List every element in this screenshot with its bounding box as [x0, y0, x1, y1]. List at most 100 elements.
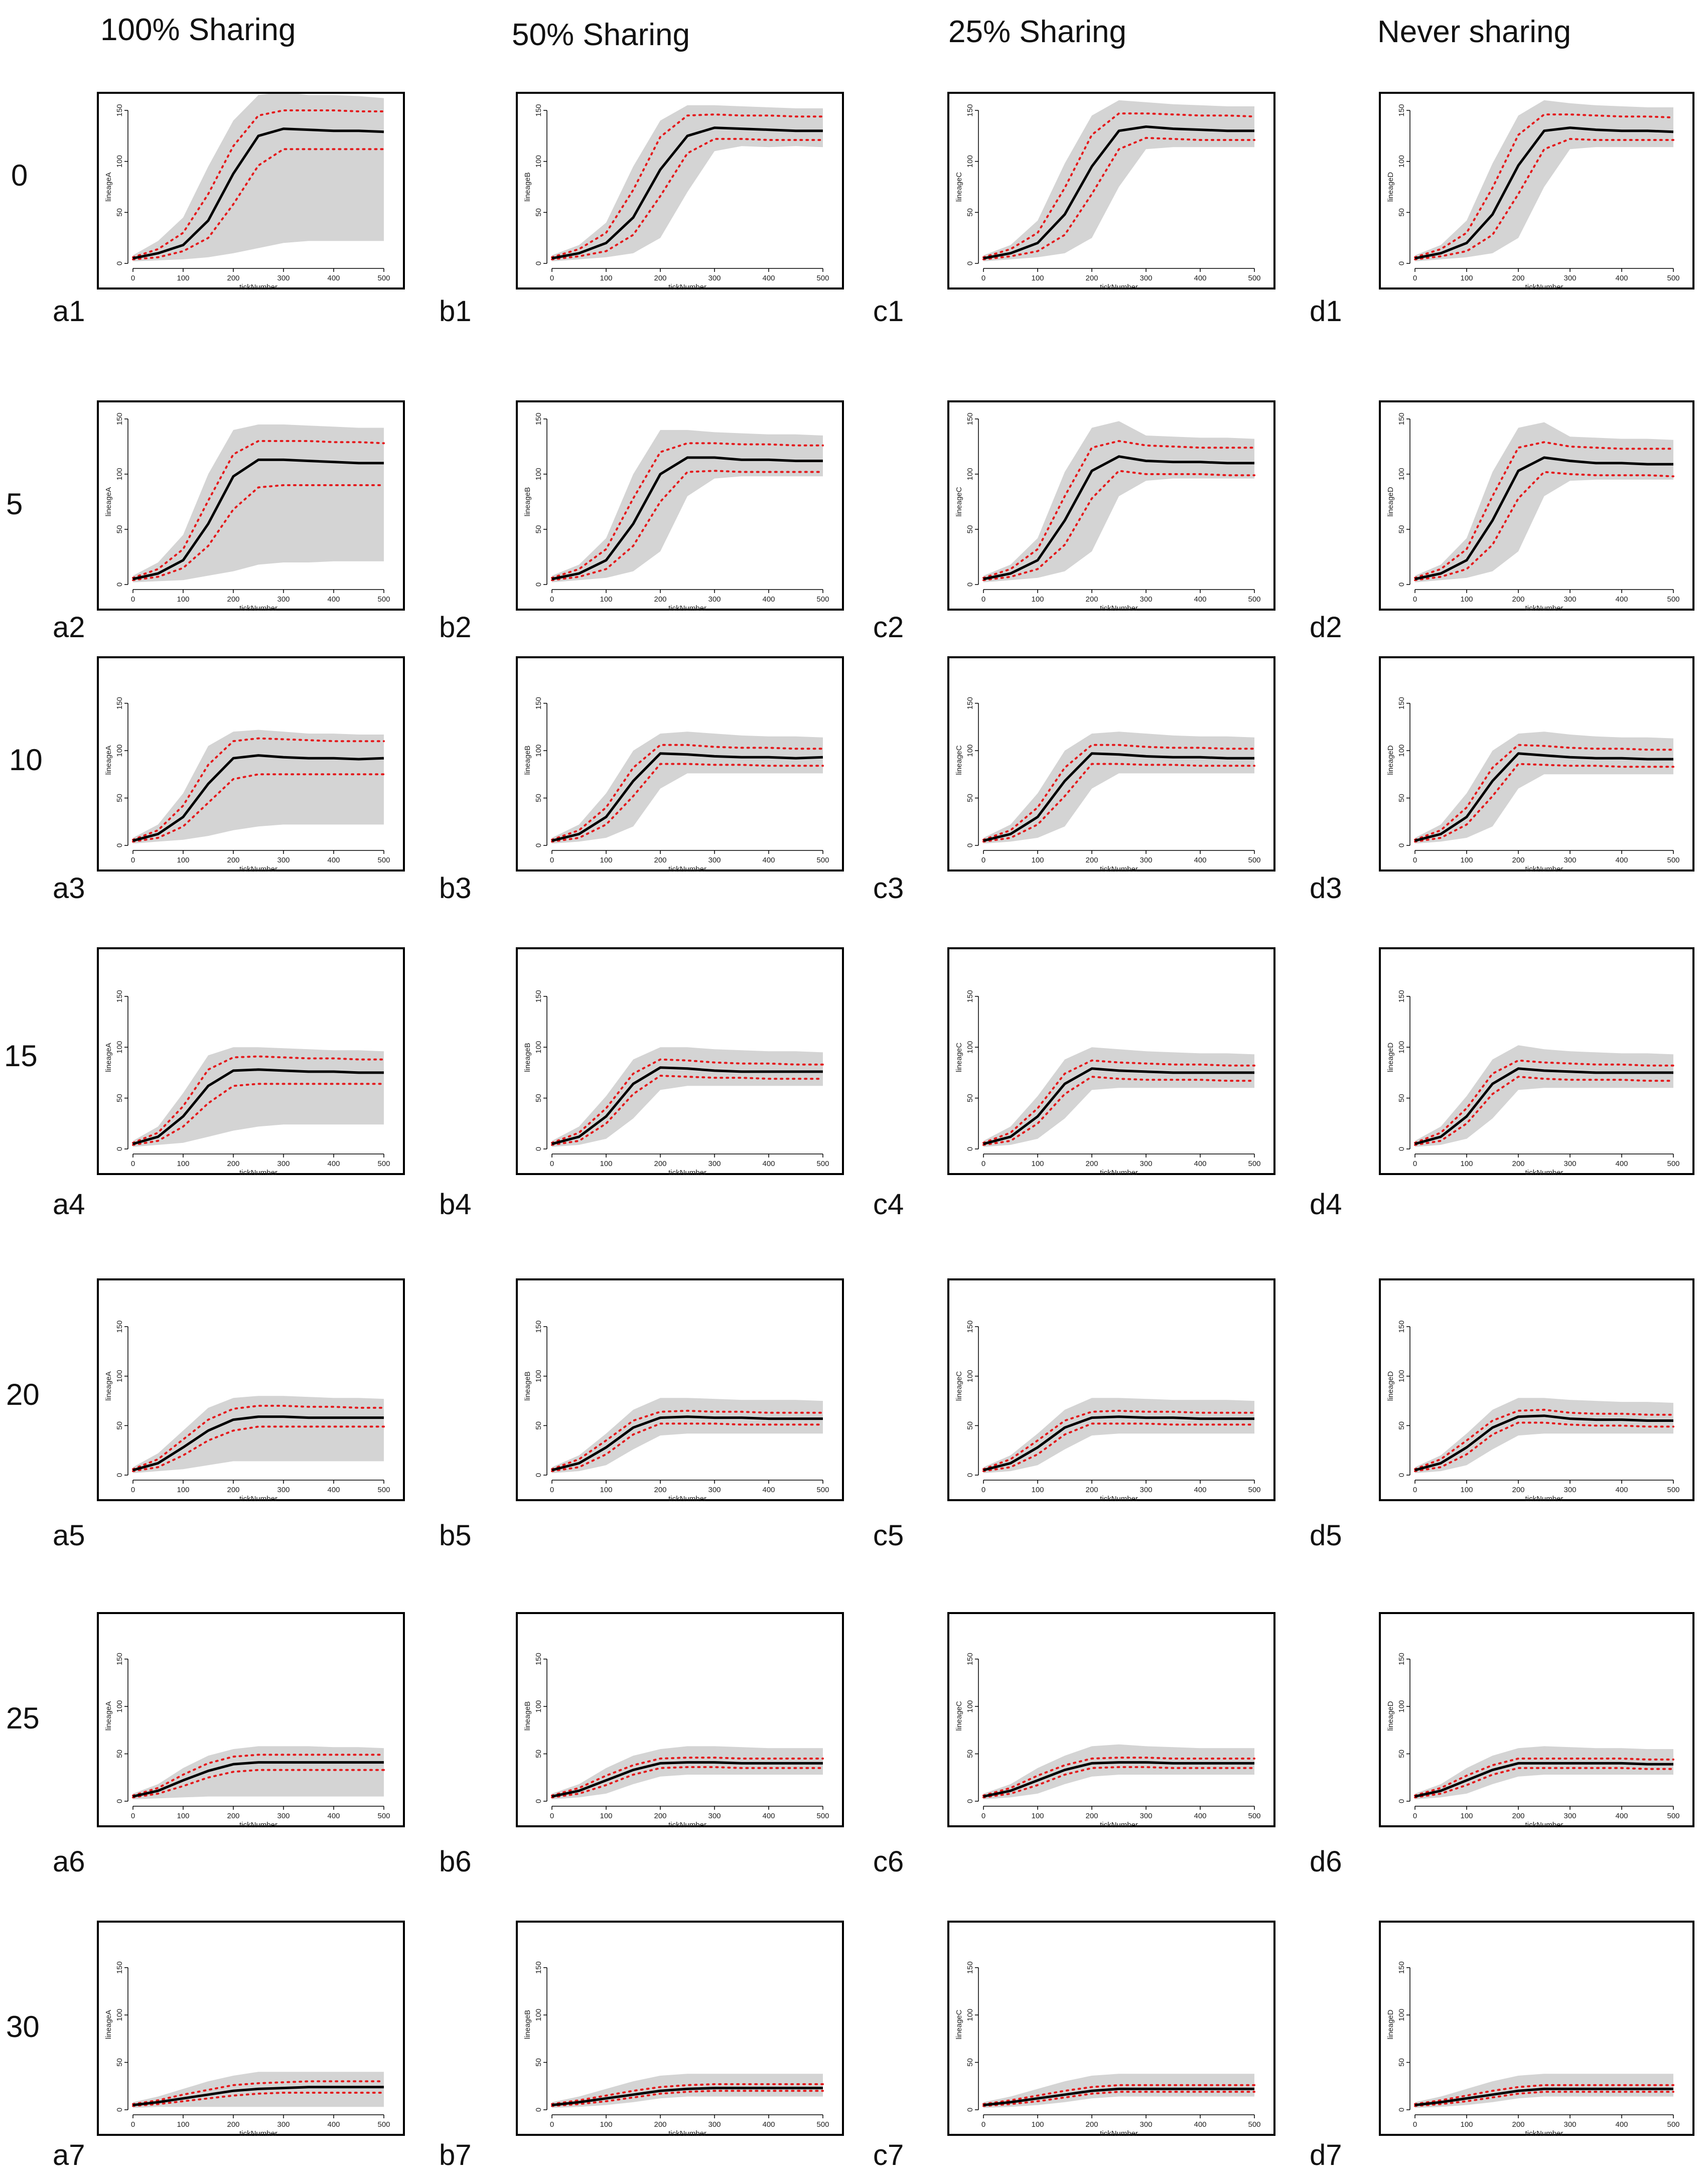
- chart-c4-y-tick-label: 150: [966, 990, 974, 1002]
- chart-c5-y-axis-label: lineageC: [955, 1371, 963, 1401]
- chart-a2-y-tick-label: 150: [115, 412, 124, 425]
- chart-c3-ci-upper-line: [982, 744, 1255, 841]
- chart-b3-panel-label: b3: [439, 872, 472, 905]
- chart-c2-mean-line: [983, 455, 1254, 580]
- chart-a3-mean-line: [132, 754, 384, 842]
- chart-b6-ci-upper-line: [551, 1757, 824, 1797]
- chart-d5-y-tick-label: 100: [1397, 1370, 1406, 1382]
- chart-c1-mean-line: [983, 125, 1254, 260]
- chart-b7-y-axis-label: lineageB: [523, 2010, 532, 2039]
- chart-d5-y-axis-label: lineageD: [1386, 1371, 1395, 1401]
- row-header-5: 5: [6, 487, 23, 521]
- chart-b2-x-tick-label: 400: [762, 595, 775, 604]
- chart-b3-x-tick-label: 100: [600, 856, 612, 864]
- chart-c7-y-axis-label: lineageC: [955, 2009, 963, 2039]
- chart-a1-range-band: [133, 92, 384, 261]
- chart-a6-y-tick-label: 100: [115, 1700, 124, 1713]
- chart-d1-y-tick-label: 150: [1397, 104, 1406, 116]
- chart-d6-x-tick-label: 500: [1667, 1812, 1679, 1820]
- chart-d5-y-tick-label: 150: [1397, 1321, 1406, 1333]
- chart-c5-x-tick-label: 500: [1248, 1486, 1260, 1494]
- chart-a4-x-tick-label: 500: [377, 1159, 390, 1168]
- chart-d6-ci-upper-line: [1414, 1758, 1674, 1797]
- chart-a1-y-axis-label: lineageA: [104, 172, 113, 201]
- chart-b7-x-tick-label: 200: [654, 2120, 666, 2129]
- chart-a3-y-tick-label: 100: [115, 745, 124, 757]
- chart-b1-x-tick-label: 300: [708, 274, 721, 282]
- chart-c5-y-tick-label: 100: [966, 1370, 974, 1382]
- chart-c7-x-tick-label: 500: [1248, 2120, 1260, 2129]
- chart-b4-y-tick-label: 50: [534, 1094, 543, 1102]
- chart-d7-y-axis-label: lineageD: [1386, 2009, 1395, 2039]
- chart-c7-x-tick-label: 300: [1140, 2120, 1152, 2129]
- chart-c4-y-tick-label: 100: [966, 1041, 974, 1054]
- chart-c6-y-axis-label: lineageC: [955, 1701, 963, 1730]
- chart-d4-x-axis-label: tickNumber: [1525, 1169, 1563, 1177]
- chart-a1-y-tick-label: 100: [115, 155, 124, 168]
- chart-a6-y-axis-label: lineageA: [104, 1701, 113, 1730]
- chart-b4-mean-line: [551, 1066, 823, 1145]
- chart-a6-x-tick-label: 300: [277, 1812, 290, 1820]
- chart-a4-y-axis-label: lineageA: [104, 1043, 113, 1072]
- chart-c5-mean-line: [983, 1415, 1254, 1472]
- chart-a2-ci-upper-line: [132, 440, 385, 579]
- chart-a5-ci-lower-line: [132, 1425, 385, 1473]
- chart-b5: b5 0 100 200 300 400 500 tickNumber 0 50 100 150 lin…: [439, 1278, 844, 1552]
- chart-c6-x-tick-label: 400: [1194, 1812, 1206, 1820]
- panels: a10 100 200 300 400 500tickNumber050100150lin…: [53, 92, 1694, 2171]
- chart-c2-ci-upper-line: [982, 440, 1255, 579]
- chart-a1-frame: [97, 92, 405, 289]
- chart-d7-frame: [1379, 1921, 1694, 2136]
- chart-c7-range-band: [983, 2074, 1254, 2108]
- chart-c1-x-tick-label: 0: [981, 274, 985, 282]
- chart-b2: b2 0 100 200 300 400 500 tickNumber 0 50 100 150 lin…: [439, 400, 844, 644]
- chart-c1-x-axis-label: tickNumber: [1100, 283, 1138, 292]
- chart-d7-x-tick-label: 200: [1512, 2120, 1524, 2129]
- chart-a4-y-tick-label: 0: [115, 1147, 124, 1151]
- row-header-20: 20: [6, 1378, 40, 1411]
- chart-c1-panel-label: c1: [873, 295, 904, 328]
- chart-b1-range-band: [552, 105, 823, 261]
- chart-b4-y-tick-label: 100: [534, 1041, 543, 1054]
- chart-a5-x-tick-label: 300: [277, 1486, 290, 1494]
- chart-a1-x-tick-label: 300: [277, 274, 290, 282]
- chart-c3-ci-lower-line: [982, 763, 1255, 843]
- chart-d2-x-axis-label: tickNumber: [1525, 604, 1563, 613]
- chart-a5-y-axis-label: lineageA: [104, 1371, 113, 1400]
- chart-c5-x-tick-label: 300: [1140, 1486, 1152, 1494]
- chart-c5-x-tick-label: 400: [1194, 1486, 1206, 1494]
- chart-b1-ci-lower-line: [551, 137, 824, 260]
- chart-c4-x-axis-label: tickNumber: [1100, 1169, 1138, 1177]
- chart-a7-y-axis-label: lineageA: [104, 2010, 113, 2039]
- chart-d7-y-tick-label: 50: [1397, 2058, 1406, 2067]
- chart-a7-x-axis-label: tickNumber: [239, 2129, 277, 2138]
- chart-a5-x-axis-label: tickNumber: [239, 1495, 277, 1503]
- chart-a2-x-tick-label: 0: [131, 595, 135, 604]
- chart-b7-x-tick-label: 400: [762, 2120, 775, 2129]
- chart-a4-y-tick-label: 150: [115, 990, 124, 1002]
- chart-d2-x-tick-label: 0: [1413, 595, 1417, 604]
- chart-c2-x-tick-label: 300: [1140, 595, 1152, 604]
- chart-c6-y-tick-label: 0: [966, 1799, 974, 1803]
- chart-c2-x-tick-label: 100: [1031, 595, 1044, 604]
- chart-c5-x-tick-label: 100: [1031, 1486, 1044, 1494]
- chart-a4-x-tick-label: 200: [227, 1159, 239, 1168]
- chart-c2-y-tick-label: 50: [966, 525, 974, 534]
- chart-b5-ci-upper-line: [551, 1409, 824, 1471]
- chart-d6-x-tick-label: 400: [1615, 1812, 1628, 1820]
- chart-a7-x-tick-label: 300: [277, 2120, 290, 2129]
- chart-a3-ci-lower-line: [132, 773, 385, 843]
- column-header-never: Never sharing: [1377, 15, 1571, 49]
- chart-c1: c1 0 100 200 300 400 500 tickNumber 0 50 100 150 lin…: [873, 92, 1275, 328]
- chart-a7: a7 0 100 200 300 400 500 tickNumber 0 50 100 150 lin…: [53, 1921, 405, 2171]
- chart-b1-mean-line: [551, 126, 823, 260]
- chart-d3-x-tick-label: 200: [1512, 856, 1524, 864]
- chart-b3-y-tick-label: 0: [534, 843, 543, 847]
- chart-a7-mean-line: [132, 2086, 384, 2107]
- chart-a7-y-tick-label: 0: [115, 2108, 124, 2112]
- chart-a1-y-tick-label: 0: [115, 261, 124, 265]
- chart-a4-panel-label: a4: [53, 1188, 85, 1221]
- chart-a1-x-tick-label: 100: [177, 274, 189, 282]
- chart-c1-ci-upper-line: [982, 112, 1255, 258]
- chart-d7-y-tick-label: 0: [1397, 2108, 1406, 2112]
